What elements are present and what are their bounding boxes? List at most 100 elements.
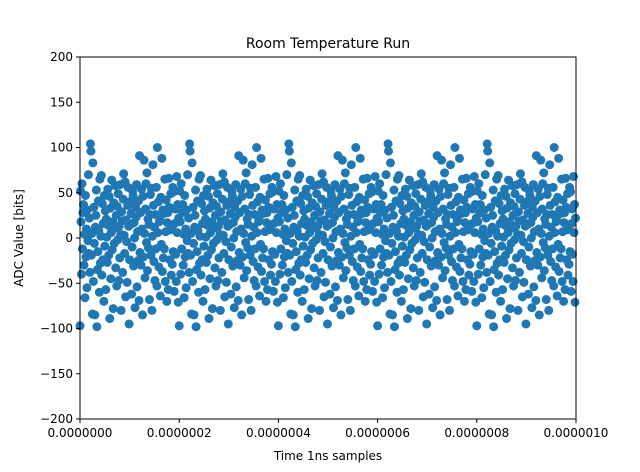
data-point bbox=[328, 303, 338, 313]
data-point bbox=[321, 277, 331, 287]
data-point bbox=[360, 296, 370, 306]
data-point bbox=[428, 303, 438, 313]
data-point bbox=[178, 260, 188, 270]
data-point bbox=[336, 191, 346, 201]
data-point bbox=[185, 139, 195, 149]
data-point bbox=[548, 182, 558, 192]
data-point bbox=[440, 168, 450, 178]
data-point bbox=[355, 153, 365, 163]
data-point bbox=[219, 248, 229, 258]
data-point bbox=[351, 143, 361, 152]
data-point bbox=[85, 267, 95, 277]
data-point bbox=[368, 286, 378, 296]
data-point bbox=[358, 244, 368, 254]
data-point bbox=[116, 305, 126, 315]
data-point bbox=[247, 160, 257, 170]
data-point bbox=[259, 244, 269, 254]
data-point bbox=[435, 310, 445, 320]
data-point bbox=[566, 286, 576, 296]
data-point bbox=[179, 293, 189, 303]
data-point bbox=[183, 170, 193, 180]
data-point bbox=[395, 199, 405, 209]
data-point bbox=[139, 228, 149, 238]
data-point bbox=[346, 160, 356, 170]
data-point bbox=[384, 146, 394, 156]
data-point bbox=[570, 200, 580, 210]
data-point bbox=[387, 238, 397, 248]
data-point bbox=[266, 259, 276, 269]
data-point bbox=[386, 202, 396, 212]
data-point bbox=[500, 184, 510, 194]
data-point bbox=[494, 270, 504, 280]
data-point bbox=[120, 248, 130, 258]
data-point bbox=[80, 293, 90, 303]
y-axis-label: ADC Value [bits] bbox=[12, 189, 26, 287]
data-point bbox=[477, 190, 487, 200]
data-point bbox=[161, 195, 171, 205]
data-point bbox=[138, 191, 148, 201]
data-point bbox=[201, 257, 211, 267]
data-point bbox=[188, 276, 198, 286]
data-point bbox=[501, 191, 511, 201]
data-point bbox=[403, 274, 413, 284]
data-point bbox=[441, 243, 451, 253]
data-point bbox=[386, 158, 395, 168]
data-point bbox=[424, 289, 434, 299]
data-point bbox=[93, 247, 103, 257]
data-point bbox=[336, 310, 346, 320]
data-point bbox=[449, 182, 459, 192]
data-point bbox=[514, 267, 524, 277]
data-point bbox=[549, 143, 559, 152]
data-point bbox=[442, 295, 452, 305]
scatter-points bbox=[75, 139, 580, 332]
data-point bbox=[301, 184, 311, 194]
data-point bbox=[317, 194, 327, 204]
data-point bbox=[197, 199, 207, 209]
data-point bbox=[235, 260, 245, 270]
data-point bbox=[569, 228, 579, 238]
data-point bbox=[288, 238, 298, 248]
data-point bbox=[325, 289, 335, 299]
data-point bbox=[563, 270, 573, 280]
data-point bbox=[99, 296, 109, 306]
data-point bbox=[350, 281, 360, 291]
data-point bbox=[369, 249, 379, 259]
data-point bbox=[397, 241, 407, 251]
data-point bbox=[199, 241, 209, 251]
data-point bbox=[256, 153, 266, 163]
data-point bbox=[291, 247, 301, 257]
data-point bbox=[290, 322, 300, 332]
data-point bbox=[217, 267, 227, 277]
data-point bbox=[362, 173, 372, 183]
data-point bbox=[268, 286, 278, 296]
data-point bbox=[122, 277, 132, 287]
data-point bbox=[88, 158, 98, 168]
data-point bbox=[554, 266, 564, 276]
data-point bbox=[85, 139, 95, 149]
data-point bbox=[229, 303, 239, 313]
data-point bbox=[338, 228, 348, 238]
data-point bbox=[185, 146, 195, 156]
y-tick-label: 0 bbox=[65, 231, 73, 245]
data-point bbox=[122, 237, 132, 247]
data-point bbox=[406, 304, 416, 314]
data-point bbox=[383, 267, 393, 277]
x-tick-label: 0.0000004 bbox=[246, 426, 311, 440]
data-point bbox=[134, 295, 144, 305]
data-point bbox=[387, 310, 397, 320]
data-point bbox=[566, 187, 576, 197]
data-point bbox=[521, 319, 531, 329]
data-point bbox=[375, 179, 385, 189]
data-point bbox=[86, 146, 96, 156]
data-point bbox=[96, 171, 106, 181]
data-point bbox=[503, 274, 513, 284]
data-point bbox=[143, 243, 153, 253]
data-point bbox=[432, 295, 442, 305]
data-point bbox=[246, 305, 256, 315]
data-point bbox=[374, 217, 384, 227]
data-point bbox=[181, 283, 191, 293]
data-point bbox=[289, 210, 299, 220]
x-tick-label: 0.0000000 bbox=[48, 426, 113, 440]
data-point bbox=[257, 266, 267, 276]
